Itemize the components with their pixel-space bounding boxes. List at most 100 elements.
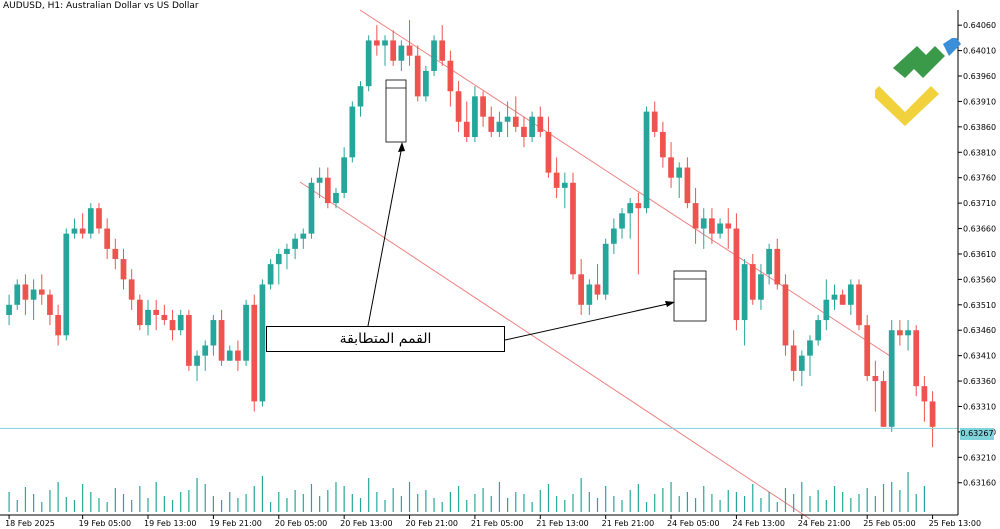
candle-body [202,345,209,356]
price-tick-label: 0.63710 [963,199,996,208]
candle-body [749,264,756,300]
candle-body [839,294,846,305]
candle-body [774,248,781,285]
candle-body [545,131,552,173]
time-tick-label: 20 Feb 13:00 [340,519,392,528]
channel-lines [299,9,891,520]
candle-body [831,294,838,300]
annotation-label: القمم المتطابقة [266,326,505,352]
candle-body [87,208,94,234]
candle-body [725,223,732,229]
arrow-line-1 [367,145,403,327]
candle-body [676,167,683,178]
candle-body [512,116,519,127]
candle-body [169,320,176,331]
candle-body [341,157,348,193]
candle-body [324,177,331,204]
candle-body [782,284,789,346]
logo-green-stroke [893,46,927,78]
candle-body [766,248,772,275]
logo-yellow-stroke [875,86,939,126]
candle-body [373,40,380,46]
candle-body [447,60,454,92]
arrow-line-2 [504,302,673,341]
candle-body [161,314,168,321]
candle-body [145,309,151,326]
candle-body [79,228,86,234]
candle-body [47,294,53,315]
candle-body [177,314,184,331]
candle-body [267,264,274,285]
candle-body [847,284,854,305]
candle-body [22,284,29,300]
candle-body [463,121,470,138]
candle-body [856,284,862,326]
candle-body [14,284,21,305]
time-tick-label: 25 Feb 13:00 [929,519,981,528]
candle-body [888,330,895,427]
chart-title: AUDUSD, H1: Australian Dollar vs US Doll… [3,1,199,11]
candle-body [6,304,12,315]
time-tick-label: 21 Feb 13:00 [536,519,588,528]
candle-body [790,345,797,371]
candle-body [897,330,903,336]
brand-logo-icon [875,38,961,126]
candle-body [823,299,830,321]
candle-body [709,218,715,234]
candle-body [635,203,642,209]
pattern-markers [0,79,958,429]
candle-body [120,259,127,280]
candle-body [521,126,527,138]
time-tick-label: 24 Feb 13:00 [732,519,784,528]
candle-body [292,238,298,249]
candle-body [210,320,217,346]
time-tick-label: 18 Feb 2025 [5,519,55,528]
candle-body [300,233,307,239]
candle-body [880,381,887,427]
candle-body [700,218,707,229]
candles [6,20,936,448]
candle-body [815,320,822,341]
candle-body [488,116,495,132]
candle-body [651,111,658,132]
candle-body [243,304,249,361]
candle-body [136,299,143,326]
candle-body [798,355,805,371]
candle-body [529,116,535,138]
candle-body [504,116,511,122]
candle-body [717,223,723,234]
price-tick-label: 0.64060 [963,21,996,30]
price-tick-label: 0.63660 [963,225,996,234]
candle-body [194,355,200,366]
price-tick-label: 0.63810 [963,148,996,157]
time-tick-label: 19 Feb 21:00 [209,519,261,528]
candle-body [398,45,405,61]
price-tick-label: 0.63760 [963,174,996,183]
candle-body [472,96,478,138]
time-tick-label: 20 Feb 21:00 [406,519,458,528]
candle-body [578,274,585,305]
time-tick-label: 20 Feb 05:00 [275,519,327,528]
candle-body [316,177,323,183]
candle-body [905,330,911,336]
candle-body [128,279,135,300]
price-tick-label: 0.63410 [963,352,996,361]
candle-body [259,284,266,402]
candle-body [455,91,462,122]
candle-body [807,340,813,356]
price-tick-label: 0.63960 [963,72,996,81]
price-axis: 0.64060 0.64010 0.63960 0.63910 0.63860 0.638… [957,10,996,515]
price-tick-label: 0.63910 [963,97,996,106]
channel-upper-line [359,9,891,357]
candle-body [55,314,61,336]
current-price-label: 0.63267 [960,428,994,440]
candle-body [390,40,397,61]
candle-body [586,284,593,305]
time-tick-label: 21 Feb 21:00 [602,519,654,528]
candle-body [619,213,625,229]
candle-body [349,106,356,158]
candle-body [414,55,421,97]
candle-body [643,111,650,209]
candle-body [218,320,225,361]
